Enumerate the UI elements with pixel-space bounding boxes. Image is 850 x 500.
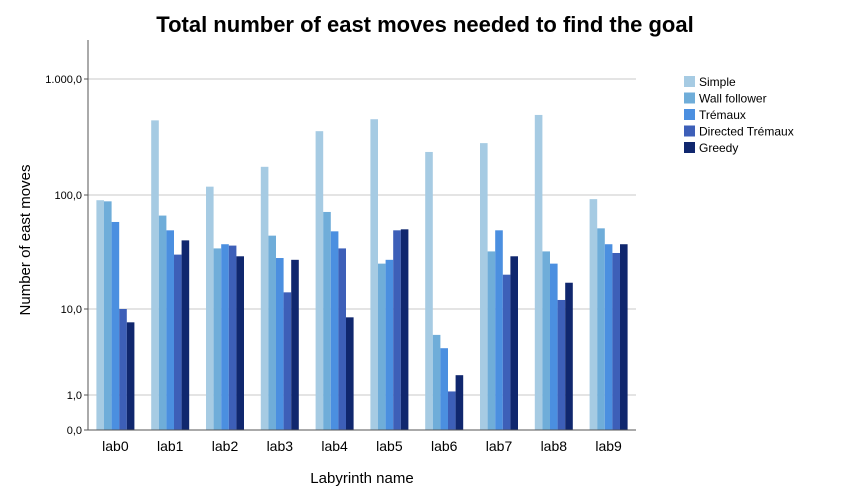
x-tick-label: lab8 (541, 438, 568, 454)
legend-label: Wall follower (699, 92, 767, 106)
bar-lab7-tr-maux (495, 230, 503, 430)
bar-lab3-greedy (291, 259, 299, 430)
x-tick-label: lab9 (595, 438, 622, 454)
x-tick-label: lab7 (486, 438, 513, 454)
bar-lab3-simple (260, 166, 269, 430)
bar-lab2-greedy (236, 256, 244, 430)
y-tick-label: 0,0 (67, 425, 82, 437)
bar-lab6-tr-maux (440, 348, 448, 430)
bar-lab9-tr-maux (604, 244, 613, 430)
legend-label: Simple (699, 75, 736, 89)
bar-lab8-tr-maux (550, 263, 558, 430)
bar-lab5-simple (370, 119, 378, 430)
bar-lab5-wall-follower (378, 263, 386, 430)
chart-title: Total number of east moves needed to fin… (156, 12, 693, 37)
x-tick-label: lab5 (376, 438, 403, 454)
legend-label: Trémaux (699, 108, 746, 122)
bar-lab1-tr-maux (166, 230, 174, 430)
bar-lab1-simple (151, 120, 159, 430)
bar-lab6-directed-tr-maux (448, 391, 456, 430)
bar-lab8-greedy (565, 282, 573, 430)
bar-lab7-simple (480, 143, 488, 430)
bar-lab0-tr-maux (111, 221, 120, 430)
x-axis-title: Labyrinth name (310, 470, 413, 487)
x-tick-labels: lab0 lab1 lab2 lab3 lab4 lab5 lab6 lab7 lab8 lab9 (102, 438, 622, 454)
legend-swatch (684, 125, 695, 137)
bar-lab0-directed-tr-maux (119, 309, 127, 430)
bar-lab9-directed-tr-maux (612, 252, 620, 430)
x-tick-label: lab6 (431, 438, 458, 454)
legend-label: Greedy (699, 141, 738, 155)
bar-lab0-wall-follower (104, 201, 112, 430)
bar-lab3-tr-maux (276, 258, 284, 430)
bar-lab1-wall-follower (158, 215, 167, 430)
x-tick-label: lab0 (102, 438, 129, 454)
bar-lab5-directed-tr-maux (393, 230, 401, 430)
bar-lab9-wall-follower (597, 228, 605, 430)
bar-lab4-wall-follower (323, 211, 331, 430)
y-tick-label: 1.000,0 (45, 74, 82, 86)
bar-lab2-tr-maux (221, 244, 229, 430)
bar-lab5-greedy (400, 229, 409, 430)
bar-lab8-simple (534, 114, 543, 430)
bar-lab2-wall-follower (213, 248, 222, 430)
y-tick-label: 10,0 (61, 304, 82, 316)
bar-lab6-greedy (455, 375, 464, 430)
bar-lab9-simple (589, 199, 598, 430)
x-tick-label: lab4 (321, 438, 348, 454)
bar-lab4-simple (315, 131, 324, 430)
bar-lab4-greedy (346, 317, 354, 430)
bar-lab7-directed-tr-maux (502, 274, 511, 430)
bar-lab6-simple (425, 151, 433, 431)
legend-swatch (684, 76, 695, 87)
bars (96, 114, 628, 431)
y-tick-label: 1,0 (67, 390, 82, 402)
bar-lab3-directed-tr-maux (283, 292, 292, 430)
bar-lab5-tr-maux (385, 259, 394, 430)
bar-lab6-wall-follower (432, 334, 441, 430)
bar-lab2-directed-tr-maux (228, 245, 237, 430)
bar-lab0-greedy (126, 322, 135, 430)
legend-swatch (684, 142, 695, 153)
bar-lab9-greedy (620, 244, 628, 430)
legend: Simple Wall follower Trémaux Directed Tréma… (684, 75, 794, 155)
legend-swatch (684, 109, 695, 120)
bar-lab3-wall-follower (268, 235, 276, 430)
bar-lab2-simple (206, 186, 214, 430)
bar-lab4-tr-maux (330, 231, 339, 430)
axes (87, 40, 636, 431)
bar-lab8-directed-tr-maux (557, 299, 566, 430)
y-tick-labels: 0,0 1,0 10,0 100,0 1.000,0 (45, 74, 82, 437)
bar-lab1-directed-tr-maux (174, 254, 182, 430)
bar-lab1-greedy (181, 240, 190, 430)
bar-lab7-wall-follower (487, 251, 496, 430)
y-tick-label: 100,0 (54, 190, 82, 202)
y-axis-title: Number of east moves (17, 165, 34, 316)
bar-lab7-greedy (510, 256, 518, 430)
bar-lab8-wall-follower (542, 251, 550, 430)
legend-label: Directed Trémaux (699, 125, 794, 139)
bar-lab4-directed-tr-maux (338, 248, 346, 430)
x-tick-label: lab2 (212, 438, 239, 454)
x-tick-label: lab1 (157, 438, 184, 454)
bar-lab0-simple (96, 200, 104, 430)
x-tick-label: lab3 (267, 438, 294, 454)
legend-swatch (684, 92, 695, 104)
